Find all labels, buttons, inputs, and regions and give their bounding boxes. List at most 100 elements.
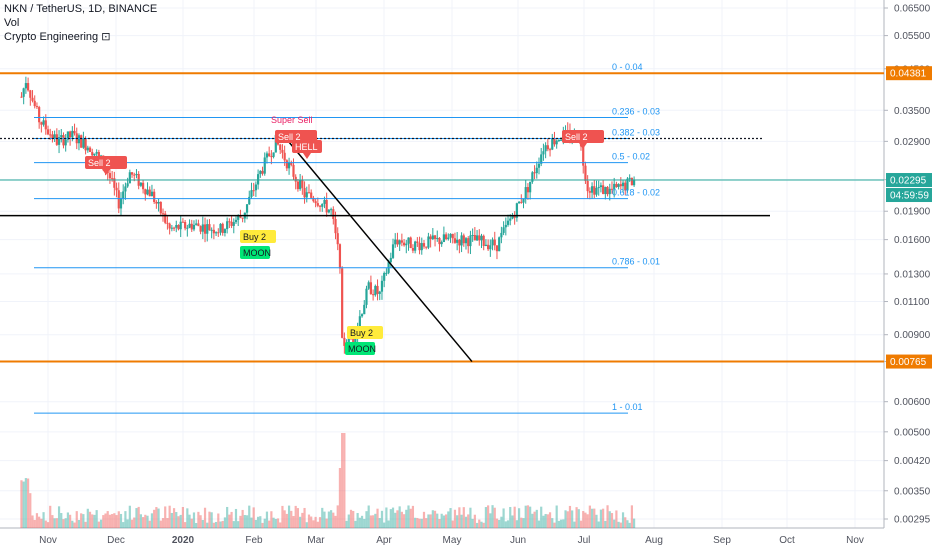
volume-indicator-label[interactable]: Vol — [4, 17, 20, 29]
fib-level-label: 0 - 0.04 — [612, 62, 643, 72]
volume-bar — [544, 513, 547, 528]
volume-bar — [568, 505, 572, 528]
volume-bar — [130, 519, 134, 528]
candle-body — [51, 134, 54, 139]
candle-body — [522, 199, 525, 203]
volume-bar — [511, 515, 514, 528]
price-tick-label: 0.03500 — [894, 106, 931, 117]
volume-bar — [445, 514, 448, 528]
candle-body — [130, 172, 134, 175]
volume-bar — [491, 505, 494, 528]
volume-bar — [416, 517, 419, 528]
volume-bar — [458, 507, 461, 528]
volume-bar — [387, 520, 390, 528]
volume-bar — [166, 518, 169, 528]
candle-body — [135, 173, 138, 175]
signal-sell-label: Sell 2 — [85, 156, 127, 175]
candle-body — [38, 107, 41, 123]
volume-bar — [124, 511, 127, 528]
candle-body — [632, 179, 636, 186]
volume-bar — [385, 507, 388, 528]
volume-bar — [338, 468, 342, 528]
candle-body — [279, 144, 282, 150]
candle-body — [234, 219, 238, 223]
candle-body — [177, 224, 180, 230]
volume-bar — [307, 514, 311, 528]
candle-body — [259, 170, 262, 175]
volume-bar — [190, 518, 193, 528]
candle-body — [312, 197, 315, 202]
volume-bar — [582, 511, 585, 528]
candle-body — [551, 138, 554, 150]
volume-bar — [179, 514, 182, 528]
time-tick-label: Mar — [307, 535, 325, 546]
volume-bar — [509, 506, 512, 528]
volume-bar — [425, 518, 428, 528]
candle-body — [31, 97, 34, 101]
candle-body — [64, 139, 67, 146]
volume-bar — [487, 505, 490, 528]
volume-bar — [217, 513, 220, 528]
volume-bar — [276, 518, 280, 528]
volume-bar — [354, 520, 357, 528]
volume-bar — [506, 520, 510, 528]
candle-body — [274, 134, 277, 153]
volume-bar — [86, 508, 89, 528]
candle-body — [148, 189, 151, 197]
volume-bar — [484, 507, 488, 528]
volume-bar — [336, 505, 339, 528]
volume-bar — [177, 516, 180, 528]
volume-bar — [117, 511, 120, 528]
volume-bar — [77, 519, 81, 528]
volume-bar — [274, 518, 277, 528]
candle-body — [261, 170, 264, 174]
candle-body — [203, 224, 207, 234]
volume-bar — [502, 508, 505, 528]
volume-bar — [358, 517, 361, 528]
volume-bar — [624, 517, 627, 528]
volume-bar — [626, 520, 629, 528]
candle-body — [22, 88, 25, 97]
price-tick-label: 0.00295 — [894, 515, 931, 526]
candle-body — [86, 147, 89, 151]
bar-countdown-tag-background — [886, 188, 932, 203]
candle-body — [26, 83, 30, 91]
volume-bar — [376, 508, 379, 528]
candle-body — [334, 218, 337, 234]
candle-body — [586, 180, 589, 192]
candle-body — [414, 241, 417, 251]
volume-bar — [356, 513, 359, 528]
candle-body — [287, 162, 291, 169]
candle-body — [226, 221, 229, 230]
candle-body — [124, 186, 127, 192]
volume-bar — [234, 508, 238, 528]
candle-body — [610, 188, 614, 190]
volume-bar — [564, 510, 567, 528]
current-price-tag-background — [886, 173, 932, 188]
candle-body — [478, 235, 481, 241]
volume-bar — [440, 513, 443, 528]
volume-bar — [153, 509, 156, 528]
candle-body — [281, 149, 284, 153]
volume-bar — [108, 514, 112, 528]
candle-body — [214, 232, 218, 234]
volume-bar — [31, 515, 34, 528]
volume-bar — [329, 510, 333, 528]
volume-bar — [294, 505, 297, 528]
volume-bar — [155, 507, 158, 528]
candle-body — [471, 234, 474, 236]
candle-body — [192, 224, 196, 230]
candle-body — [617, 184, 620, 187]
candle-body — [453, 238, 457, 243]
candle-body — [49, 134, 52, 136]
volume-bar — [265, 511, 269, 528]
candle-body — [57, 137, 61, 145]
crypto-engineering-indicator-label[interactable]: Crypto Engineering ⊡ — [4, 31, 111, 43]
candle-body — [447, 237, 450, 240]
volume-bar — [210, 512, 213, 528]
candle-body — [504, 224, 507, 228]
volume-bar — [540, 506, 543, 528]
volume-bar — [471, 518, 474, 528]
